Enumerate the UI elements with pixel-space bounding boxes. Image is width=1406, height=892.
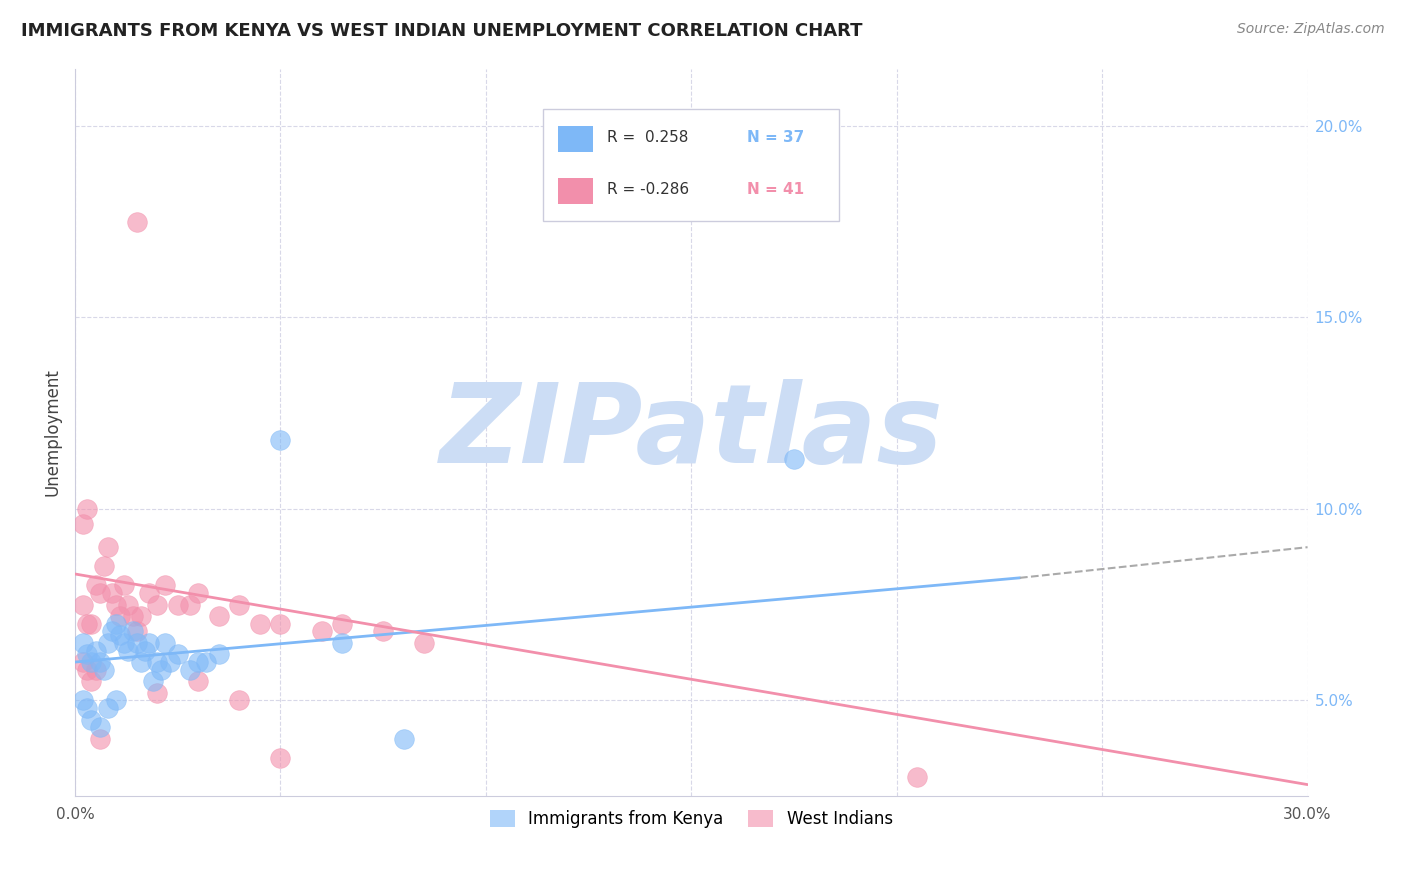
- Point: [76, 502, 98, 516]
- Point: [72, 636, 94, 650]
- Point: [142, 674, 165, 689]
- Point: [138, 586, 160, 600]
- Point: [187, 674, 209, 689]
- Text: IMMIGRANTS FROM KENYA VS WEST INDIAN UNEMPLOYMENT CORRELATION CHART: IMMIGRANTS FROM KENYA VS WEST INDIAN UNE…: [21, 22, 863, 40]
- Point: [392, 731, 415, 746]
- FancyBboxPatch shape: [543, 109, 839, 221]
- Point: [905, 770, 928, 784]
- Point: [146, 598, 169, 612]
- Point: [373, 624, 395, 639]
- Point: [208, 648, 231, 662]
- Point: [84, 643, 107, 657]
- Point: [138, 636, 160, 650]
- Point: [330, 636, 353, 650]
- Point: [129, 609, 152, 624]
- Point: [89, 731, 111, 746]
- Point: [269, 433, 291, 447]
- Y-axis label: Unemployment: Unemployment: [44, 368, 60, 496]
- Point: [80, 713, 103, 727]
- Point: [195, 655, 218, 669]
- Point: [105, 693, 128, 707]
- Point: [208, 609, 231, 624]
- Point: [134, 643, 156, 657]
- Bar: [558, 126, 593, 152]
- Point: [129, 655, 152, 669]
- Text: N = 41: N = 41: [747, 182, 804, 197]
- Point: [121, 609, 143, 624]
- Point: [80, 655, 103, 669]
- Point: [166, 648, 188, 662]
- Text: R = -0.286: R = -0.286: [607, 182, 689, 197]
- Point: [112, 636, 135, 650]
- Point: [93, 559, 115, 574]
- Point: [121, 624, 143, 639]
- Point: [89, 586, 111, 600]
- Point: [97, 540, 120, 554]
- Point: [117, 598, 139, 612]
- Point: [112, 578, 135, 592]
- Text: R =  0.258: R = 0.258: [607, 130, 689, 145]
- Point: [155, 578, 177, 592]
- Point: [155, 636, 177, 650]
- Point: [108, 628, 131, 642]
- Point: [80, 674, 103, 689]
- Point: [101, 586, 124, 600]
- Point: [76, 663, 98, 677]
- Point: [72, 655, 94, 669]
- Point: [249, 616, 271, 631]
- Text: N = 37: N = 37: [747, 130, 804, 145]
- Point: [84, 578, 107, 592]
- Point: [72, 693, 94, 707]
- Point: [97, 636, 120, 650]
- Point: [89, 655, 111, 669]
- Point: [179, 598, 201, 612]
- Bar: [558, 178, 593, 204]
- Point: [311, 624, 333, 639]
- Point: [150, 663, 173, 677]
- Point: [166, 598, 188, 612]
- Point: [269, 616, 291, 631]
- Point: [93, 663, 115, 677]
- Point: [72, 598, 94, 612]
- Point: [187, 586, 209, 600]
- Point: [80, 616, 103, 631]
- Point: [76, 616, 98, 631]
- Point: [330, 616, 353, 631]
- Point: [72, 517, 94, 532]
- Point: [125, 636, 148, 650]
- Point: [89, 720, 111, 734]
- Point: [108, 609, 131, 624]
- Point: [413, 636, 436, 650]
- Point: [228, 598, 250, 612]
- Point: [179, 663, 201, 677]
- Text: ZIPatlas: ZIPatlas: [440, 379, 943, 486]
- Point: [117, 643, 139, 657]
- Point: [783, 452, 806, 467]
- Point: [146, 655, 169, 669]
- Point: [105, 616, 128, 631]
- Point: [125, 624, 148, 639]
- Point: [76, 701, 98, 715]
- Point: [146, 686, 169, 700]
- Text: Source: ZipAtlas.com: Source: ZipAtlas.com: [1237, 22, 1385, 37]
- Point: [159, 655, 181, 669]
- Point: [76, 648, 98, 662]
- Point: [187, 655, 209, 669]
- Point: [84, 663, 107, 677]
- Point: [105, 598, 128, 612]
- Point: [101, 624, 124, 639]
- Point: [125, 215, 148, 229]
- Point: [228, 693, 250, 707]
- Point: [269, 751, 291, 765]
- Point: [97, 701, 120, 715]
- Legend: Immigrants from Kenya, West Indians: Immigrants from Kenya, West Indians: [484, 804, 900, 835]
